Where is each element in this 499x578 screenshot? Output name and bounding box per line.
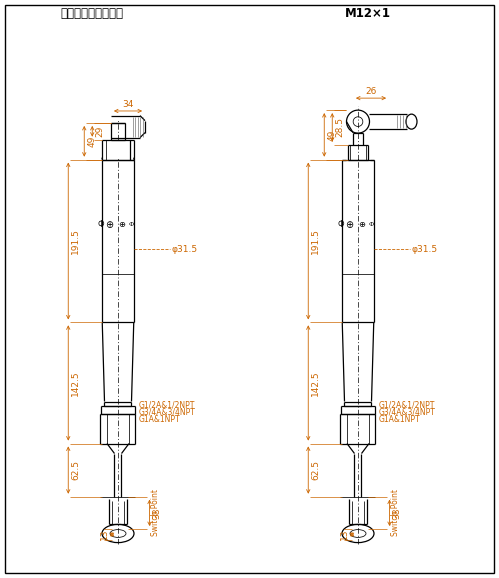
Text: G3/4A&3/4NPT: G3/4A&3/4NPT bbox=[139, 407, 196, 417]
Text: G3/4A&3/4NPT: G3/4A&3/4NPT bbox=[379, 407, 435, 417]
Text: G1/2A&1/2NPT: G1/2A&1/2NPT bbox=[139, 401, 195, 410]
Text: 62.5: 62.5 bbox=[311, 460, 320, 480]
Text: 13: 13 bbox=[340, 529, 349, 540]
Text: 38: 38 bbox=[153, 507, 162, 518]
Text: φ31.5: φ31.5 bbox=[412, 244, 438, 254]
Text: G1/2A&1/2NPT: G1/2A&1/2NPT bbox=[379, 401, 435, 410]
Text: 142.5: 142.5 bbox=[71, 370, 80, 396]
Text: 29: 29 bbox=[95, 125, 104, 137]
Text: 142.5: 142.5 bbox=[311, 370, 320, 396]
Text: Ф: Ф bbox=[128, 222, 134, 227]
Text: Ф: Ф bbox=[368, 222, 374, 227]
Text: G1A&1NPT: G1A&1NPT bbox=[139, 414, 180, 424]
Text: ⊕: ⊕ bbox=[105, 220, 113, 229]
Text: ⊕: ⊕ bbox=[358, 220, 365, 229]
Text: 49: 49 bbox=[87, 136, 96, 147]
Text: 电磁阀接头连接方式: 电磁阀接头连接方式 bbox=[60, 7, 123, 20]
Text: 191.5: 191.5 bbox=[71, 228, 80, 254]
Text: M12×1: M12×1 bbox=[345, 7, 391, 20]
Text: 62.5: 62.5 bbox=[71, 460, 80, 480]
Text: 28.5: 28.5 bbox=[335, 117, 344, 138]
Text: 38: 38 bbox=[393, 507, 402, 518]
Text: 26: 26 bbox=[365, 87, 377, 96]
Text: 49: 49 bbox=[327, 129, 336, 140]
Text: Ф: Ф bbox=[98, 220, 104, 229]
Text: ⊕: ⊕ bbox=[345, 220, 353, 229]
Text: 34: 34 bbox=[122, 100, 134, 109]
Text: G1A&1NPT: G1A&1NPT bbox=[379, 414, 420, 424]
Text: ⊕: ⊕ bbox=[118, 220, 126, 229]
Text: 191.5: 191.5 bbox=[311, 228, 320, 254]
Text: Switch Point: Switch Point bbox=[152, 490, 161, 536]
Text: φ31.5: φ31.5 bbox=[172, 244, 198, 254]
Text: Switch Point: Switch Point bbox=[392, 490, 401, 536]
Text: 13: 13 bbox=[100, 529, 109, 540]
Text: Ф: Ф bbox=[338, 220, 344, 229]
